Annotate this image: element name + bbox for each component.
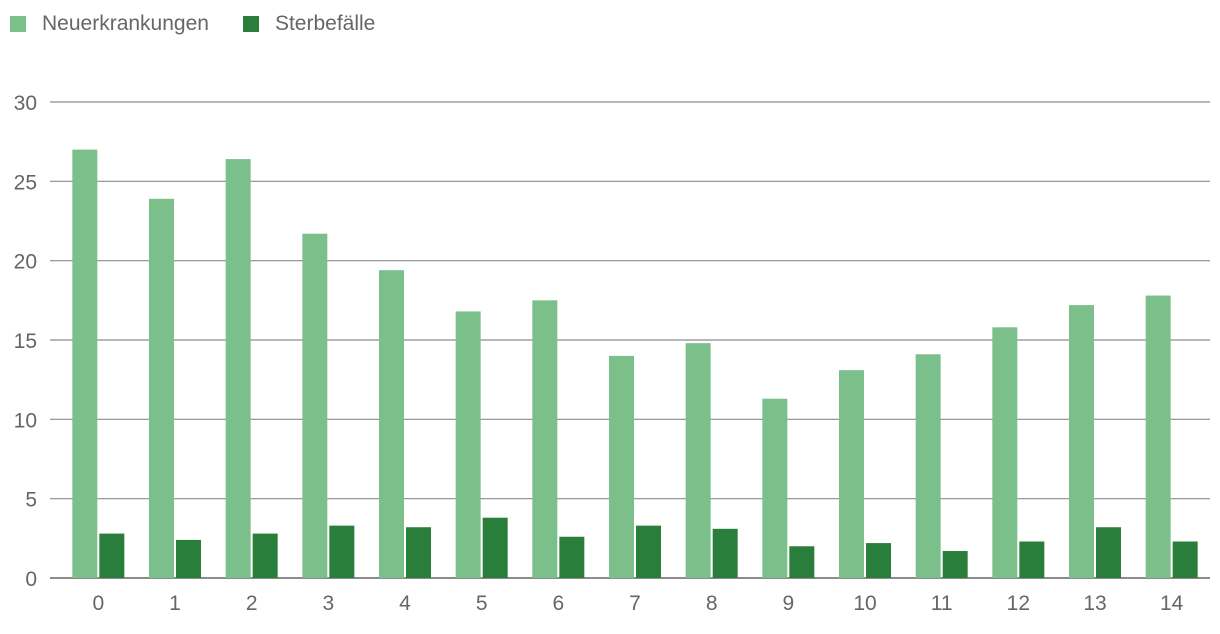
bar-sterbefaelle-6 <box>559 536 585 578</box>
bar-sterbefaelle-4 <box>406 527 431 578</box>
bar-sterbefaelle-9 <box>789 546 815 578</box>
y-tick-label: 25 <box>14 171 37 194</box>
bar-sterbefaelle-12 <box>1019 541 1045 578</box>
bar-neuerkrankungen-3 <box>302 233 328 578</box>
bar-neuerkrankungen-9 <box>762 398 788 578</box>
bar-sterbefaelle-3 <box>329 525 355 578</box>
bar-sterbefaelle-2 <box>252 533 278 578</box>
y-tick-label: 0 <box>25 568 37 591</box>
bar-neuerkrankungen-6 <box>532 300 558 578</box>
x-tick-label: 1 <box>169 592 181 615</box>
y-tick-label: 5 <box>25 489 37 512</box>
bar-sterbefaelle-0 <box>99 533 125 578</box>
y-tick-label: 15 <box>14 330 37 353</box>
bar-sterbefaelle-7 <box>636 525 661 578</box>
y-tick-label: 20 <box>14 251 37 274</box>
x-tick-label: 12 <box>1007 592 1030 615</box>
bar-neuerkrankungen-5 <box>455 311 481 578</box>
x-tick-label: 3 <box>322 592 334 615</box>
legend-label-sterbefaelle: Sterbefälle <box>274 12 376 35</box>
bar-neuerkrankungen-14 <box>1145 295 1171 578</box>
bar-sterbefaelle-14 <box>1172 541 1198 578</box>
legend-item-sterbefaelle[interactable]: Sterbefälle <box>242 12 376 36</box>
x-tick-label: 10 <box>853 592 876 615</box>
bar-neuerkrankungen-4 <box>379 270 404 578</box>
bar-sterbefaelle-10 <box>866 543 891 578</box>
x-tick-label: 5 <box>476 592 488 615</box>
bar-neuerkrankungen-2 <box>225 159 251 578</box>
x-tick-label: 4 <box>399 592 411 615</box>
bar-sterbefaelle-5 <box>482 517 508 578</box>
bar-neuerkrankungen-8 <box>685 343 711 578</box>
bar-neuerkrankungen-7 <box>609 355 634 578</box>
legend-swatch-sterbefaelle <box>242 16 259 32</box>
legend-swatch-neuerkrankungen <box>10 16 26 32</box>
x-tick-label: 14 <box>1160 592 1184 615</box>
x-tick-label: 0 <box>92 592 104 615</box>
bar-sterbefaelle-11 <box>942 551 968 578</box>
bar-sterbefaelle-1 <box>176 539 201 578</box>
x-tick-label: 13 <box>1083 592 1106 615</box>
x-tick-label: 6 <box>552 592 564 615</box>
y-tick-label: 10 <box>14 409 37 432</box>
x-tick-label: 11 <box>931 592 953 615</box>
legend-label-neuerkrankungen: Neuerkrankungen <box>42 12 209 35</box>
x-tick-label: 9 <box>782 592 794 615</box>
x-tick-label: 2 <box>246 592 258 615</box>
x-tick-label: 7 <box>629 592 641 615</box>
chart-legend: Neuerkrankungen Sterbefälle <box>10 12 409 36</box>
bar-neuerkrankungen-11 <box>915 354 941 578</box>
x-tick-label: 8 <box>706 592 718 615</box>
bar-neuerkrankungen-1 <box>149 198 174 578</box>
bar-neuerkrankungen-0 <box>72 149 98 578</box>
legend-item-neuerkrankungen[interactable]: Neuerkrankungen <box>10 12 209 36</box>
bar-neuerkrankungen-10 <box>839 370 864 578</box>
bar-sterbefaelle-13 <box>1096 527 1121 578</box>
y-tick-label: 30 <box>14 92 37 115</box>
bar-sterbefaelle-8 <box>712 528 738 578</box>
bar-neuerkrankungen-12 <box>992 327 1018 578</box>
bar-neuerkrankungen-13 <box>1069 305 1094 578</box>
